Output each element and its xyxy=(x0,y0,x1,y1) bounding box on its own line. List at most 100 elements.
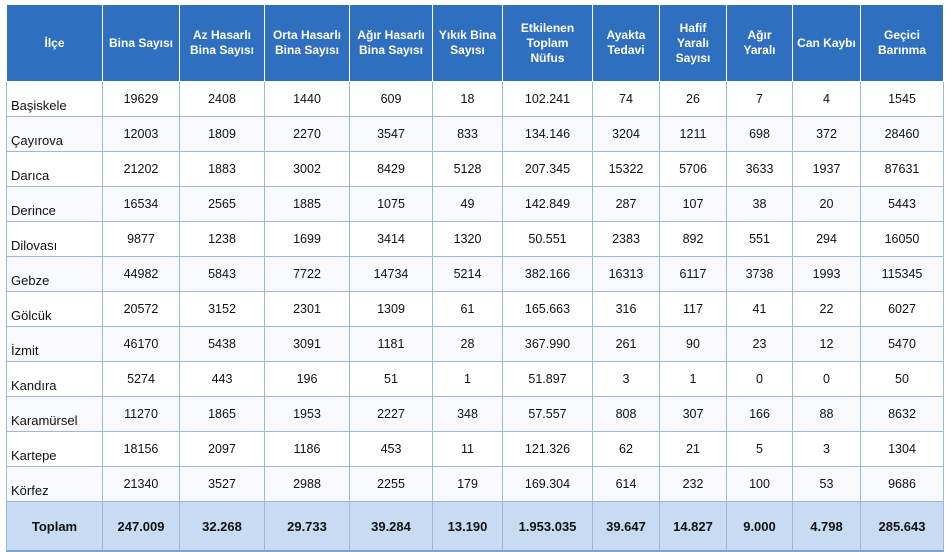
table-cell: 551 xyxy=(726,221,793,257)
district-name: Karamürsel xyxy=(6,396,103,432)
column-header: İlçe xyxy=(6,4,103,82)
table-cell: 38 xyxy=(726,186,793,222)
table-cell: 169.304 xyxy=(502,466,593,502)
total-cell: 1.953.035 xyxy=(502,501,593,552)
district-name: Körfez xyxy=(6,466,103,502)
table-cell: 2301 xyxy=(264,291,350,327)
table-cell: 2227 xyxy=(349,396,433,432)
table-cell: 5438 xyxy=(179,326,265,362)
district-name: Başiskele xyxy=(6,81,103,117)
table-cell: 3414 xyxy=(349,221,433,257)
table-cell: 21202 xyxy=(102,151,180,187)
column-header: Ağır Yaralı xyxy=(726,4,793,82)
table-cell: 0 xyxy=(792,361,861,397)
table-cell: 5470 xyxy=(860,326,944,362)
table-cell: 61 xyxy=(432,291,503,327)
table-row: Başiskele 19629 2408 1440 609 18 102.241 74 26 7 4… xyxy=(6,81,944,117)
table-cell: 443 xyxy=(179,361,265,397)
total-cell: 14.827 xyxy=(659,501,727,552)
district-name: Gölcük xyxy=(6,291,103,327)
table-row: Kartepe 18156 2097 1186 453 11 121.326 62 21 5 3 13… xyxy=(6,431,944,467)
table-cell: 287 xyxy=(592,186,660,222)
table-cell: 1809 xyxy=(179,116,265,152)
table-cell: 3091 xyxy=(264,326,350,362)
total-row: Toplam 247.009 32.268 29.733 39.284 13.190 1.9… xyxy=(6,501,944,552)
table-cell: 7722 xyxy=(264,256,350,292)
table-cell: 3002 xyxy=(264,151,350,187)
table-cell: 9686 xyxy=(860,466,944,502)
column-header: Bina Sayısı xyxy=(102,4,180,82)
total-cell: 13.190 xyxy=(432,501,503,552)
table-cell: 142.849 xyxy=(502,186,593,222)
table-cell: 1075 xyxy=(349,186,433,222)
table-cell: 57.557 xyxy=(502,396,593,432)
table-cell: 3547 xyxy=(349,116,433,152)
column-header: Az Hasarlı Bina Sayısı xyxy=(179,4,265,82)
table-cell: 5214 xyxy=(432,256,503,292)
table-cell: 1 xyxy=(432,361,503,397)
table-cell: 100 xyxy=(726,466,793,502)
district-name: Çayırova xyxy=(6,116,103,152)
table-cell: 892 xyxy=(659,221,727,257)
table-cell: 90 xyxy=(659,326,727,362)
table-cell: 165.663 xyxy=(502,291,593,327)
total-cell: 4.798 xyxy=(792,501,861,552)
table-cell: 1320 xyxy=(432,221,503,257)
table-cell: 1304 xyxy=(860,431,944,467)
table-cell: 44982 xyxy=(102,256,180,292)
table-cell: 62 xyxy=(592,431,660,467)
table-row: Çayırova 12003 1809 2270 3547 833 134.146 3204 1… xyxy=(6,116,944,152)
table-cell: 3633 xyxy=(726,151,793,187)
table-cell: 21 xyxy=(659,431,727,467)
district-name: Dilovası xyxy=(6,221,103,257)
table-cell: 16534 xyxy=(102,186,180,222)
table-cell: 1181 xyxy=(349,326,433,362)
table-cell: 5128 xyxy=(432,151,503,187)
table-cell: 2988 xyxy=(264,466,350,502)
total-cell: 29.733 xyxy=(264,501,350,552)
table-cell: 3152 xyxy=(179,291,265,327)
table-cell: 316 xyxy=(592,291,660,327)
table-cell: 1937 xyxy=(792,151,861,187)
table-row: Gebze 44982 5843 7722 14734 5214 382.166 16313 6… xyxy=(6,256,944,292)
district-name: Kartepe xyxy=(6,431,103,467)
table-cell: 121.326 xyxy=(502,431,593,467)
table-cell: 833 xyxy=(432,116,503,152)
table-cell: 51 xyxy=(349,361,433,397)
table-cell: 28460 xyxy=(860,116,944,152)
table-cell: 5843 xyxy=(179,256,265,292)
table-cell: 1953 xyxy=(264,396,350,432)
table-cell: 134.146 xyxy=(502,116,593,152)
table-cell: 232 xyxy=(659,466,727,502)
table-cell: 51.897 xyxy=(502,361,593,397)
table-cell: 207.345 xyxy=(502,151,593,187)
table-cell: 196 xyxy=(264,361,350,397)
table-cell: 2270 xyxy=(264,116,350,152)
table-row: Darıca 21202 1883 3002 8429 5128 207.345 15322 5… xyxy=(6,151,944,187)
table-body: Başiskele 19629 2408 1440 609 18 102.241 74 26 7 4… xyxy=(6,81,944,502)
district-name: Kandıra xyxy=(6,361,103,397)
table-cell: 609 xyxy=(349,81,433,117)
table-cell: 15322 xyxy=(592,151,660,187)
total-label: Toplam xyxy=(6,501,103,552)
table-cell: 3 xyxy=(592,361,660,397)
table-cell: 21340 xyxy=(102,466,180,502)
table-cell: 20 xyxy=(792,186,861,222)
table-cell: 7 xyxy=(726,81,793,117)
table-cell: 2097 xyxy=(179,431,265,467)
table-cell: 3 xyxy=(792,431,861,467)
column-header: Ayakta Tedavi xyxy=(592,4,660,82)
table-cell: 1545 xyxy=(860,81,944,117)
table-row: İzmit 46170 5438 3091 1181 28 367.990 261 90 23 12… xyxy=(6,326,944,362)
table-cell: 367.990 xyxy=(502,326,593,362)
table-cell: 3204 xyxy=(592,116,660,152)
table-cell: 2408 xyxy=(179,81,265,117)
table-cell: 117 xyxy=(659,291,727,327)
table-cell: 179 xyxy=(432,466,503,502)
table-cell: 8632 xyxy=(860,396,944,432)
total-cell: 32.268 xyxy=(179,501,265,552)
table-cell: 1211 xyxy=(659,116,727,152)
district-name: Derince xyxy=(6,186,103,222)
table-cell: 41 xyxy=(726,291,793,327)
table-cell: 808 xyxy=(592,396,660,432)
